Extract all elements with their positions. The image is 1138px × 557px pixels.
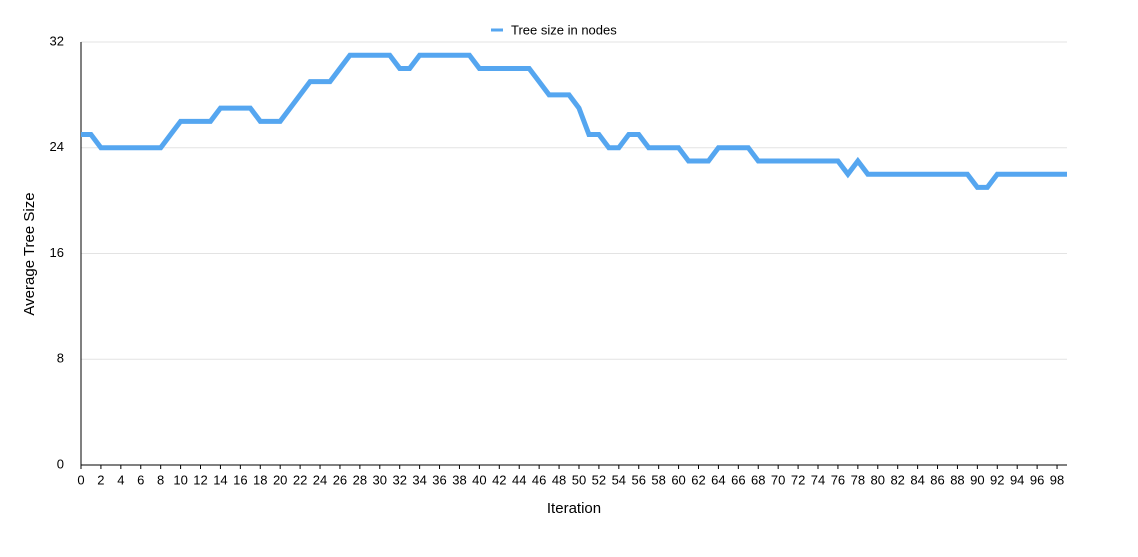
x-tick-label: 66 bbox=[731, 472, 745, 487]
x-tick-label: 38 bbox=[452, 472, 466, 487]
x-tick-label: 90 bbox=[970, 472, 984, 487]
x-tick-label: 70 bbox=[771, 472, 785, 487]
x-axis-label: Iteration bbox=[547, 500, 601, 517]
x-tick-label: 18 bbox=[253, 472, 267, 487]
x-tick-label: 58 bbox=[651, 472, 665, 487]
x-tick-label: 68 bbox=[751, 472, 765, 487]
x-tick-label: 88 bbox=[950, 472, 964, 487]
x-tick-label: 12 bbox=[193, 472, 207, 487]
x-tick-label: 2 bbox=[97, 472, 104, 487]
x-tick-label: 84 bbox=[910, 472, 924, 487]
x-tick-label: 10 bbox=[173, 472, 187, 487]
x-tick-label: 16 bbox=[233, 472, 247, 487]
x-tick-label: 32 bbox=[392, 472, 406, 487]
x-tick-label: 72 bbox=[791, 472, 805, 487]
x-tick-label: 56 bbox=[632, 472, 646, 487]
x-tick-label: 94 bbox=[1010, 472, 1024, 487]
x-tick-label: 34 bbox=[412, 472, 426, 487]
x-tick-label: 48 bbox=[552, 472, 566, 487]
x-tick-label: 60 bbox=[671, 472, 685, 487]
y-tick-label: 32 bbox=[50, 33, 64, 48]
x-tick-label: 6 bbox=[137, 472, 144, 487]
y-axis-label: Average Tree Size bbox=[21, 192, 38, 315]
x-tick-label: 20 bbox=[273, 472, 287, 487]
y-tick-label: 16 bbox=[50, 245, 64, 260]
x-tick-label: 50 bbox=[572, 472, 586, 487]
x-tick-label: 64 bbox=[711, 472, 725, 487]
x-tick-label: 98 bbox=[1050, 472, 1064, 487]
x-tick-label: 82 bbox=[890, 472, 904, 487]
x-tick-label: 54 bbox=[612, 472, 626, 487]
x-tick-label: 52 bbox=[592, 472, 606, 487]
x-tick-label: 44 bbox=[512, 472, 526, 487]
x-tick-label: 46 bbox=[532, 472, 546, 487]
y-tick-label: 24 bbox=[50, 139, 64, 154]
series-line bbox=[81, 52, 1067, 190]
x-tick-label: 30 bbox=[373, 472, 387, 487]
x-tick-label: 28 bbox=[353, 472, 367, 487]
x-tick-label: 42 bbox=[492, 472, 506, 487]
y-tick-label: 0 bbox=[57, 456, 64, 471]
x-tick-label: 22 bbox=[293, 472, 307, 487]
x-tick-label: 74 bbox=[811, 472, 825, 487]
x-tick-label: 26 bbox=[333, 472, 347, 487]
x-tick-label: 36 bbox=[432, 472, 446, 487]
x-tick-label: 24 bbox=[313, 472, 327, 487]
x-tick-label: 96 bbox=[1030, 472, 1044, 487]
x-tick-label: 78 bbox=[851, 472, 865, 487]
x-tick-label: 86 bbox=[930, 472, 944, 487]
x-tick-label: 92 bbox=[990, 472, 1004, 487]
y-tick-label: 8 bbox=[57, 351, 64, 366]
x-tick-label: 8 bbox=[157, 472, 164, 487]
x-tick-label: 62 bbox=[691, 472, 705, 487]
x-tick-label: 40 bbox=[472, 472, 486, 487]
legend-label: Tree size in nodes bbox=[511, 22, 617, 37]
x-tick-label: 4 bbox=[117, 472, 124, 487]
x-tick-label: 76 bbox=[831, 472, 845, 487]
x-tick-label: 0 bbox=[77, 472, 84, 487]
x-tick-label: 14 bbox=[213, 472, 227, 487]
x-tick-label: 80 bbox=[871, 472, 885, 487]
